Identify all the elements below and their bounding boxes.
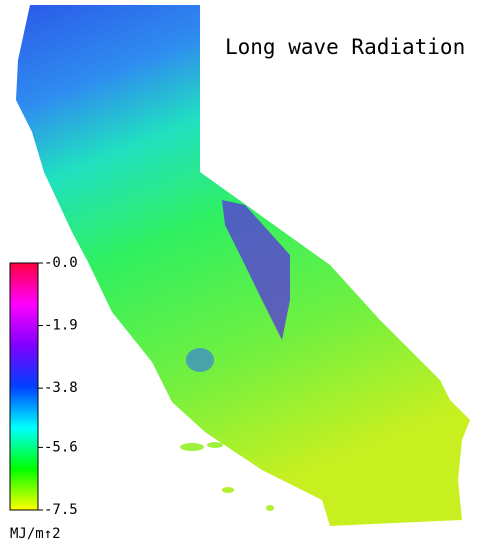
island bbox=[266, 505, 274, 511]
colorbar bbox=[9, 262, 39, 511]
colorbar-tick-label: -7.5 bbox=[44, 502, 78, 518]
sierra-band bbox=[222, 200, 290, 340]
state-outline bbox=[16, 5, 470, 526]
cool-patch bbox=[186, 348, 214, 372]
map-title: Long wave Radiation bbox=[225, 35, 465, 59]
colorbar-tick-label: -3.8 bbox=[44, 380, 78, 396]
colorbar-tick-label: -5.6 bbox=[44, 439, 78, 455]
colorbar-tick-label: -1.9 bbox=[44, 318, 78, 334]
island bbox=[222, 487, 234, 493]
island bbox=[180, 443, 204, 451]
colorbar-unit: MJ/m↑2 bbox=[10, 526, 61, 542]
colorbar-tick-label: -0.0 bbox=[44, 255, 78, 271]
island bbox=[207, 442, 223, 448]
